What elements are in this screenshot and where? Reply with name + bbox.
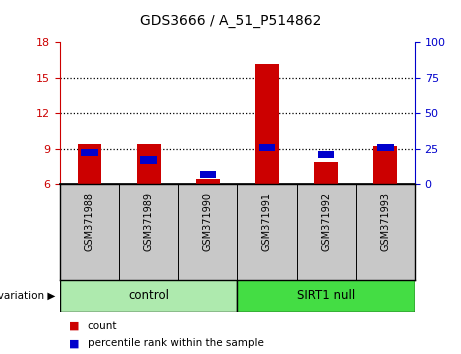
Text: SIRT1 null: SIRT1 null — [297, 289, 355, 302]
Bar — [81, 149, 98, 156]
Text: control: control — [128, 289, 169, 302]
Bar — [137, 144, 160, 184]
Text: GSM371991: GSM371991 — [262, 192, 272, 251]
Bar — [200, 171, 216, 178]
Bar — [237, 280, 415, 312]
Bar — [259, 144, 275, 151]
Text: percentile rank within the sample: percentile rank within the sample — [88, 338, 264, 348]
Bar — [255, 64, 279, 184]
Text: genotype/variation ▶: genotype/variation ▶ — [0, 291, 55, 301]
Bar — [373, 146, 397, 184]
Text: GSM371993: GSM371993 — [380, 192, 390, 251]
Text: GSM371990: GSM371990 — [203, 192, 213, 251]
Text: ■: ■ — [69, 338, 80, 348]
Text: GSM371992: GSM371992 — [321, 192, 331, 251]
Bar — [314, 162, 338, 184]
Text: GSM371988: GSM371988 — [84, 192, 95, 251]
Text: GSM371989: GSM371989 — [144, 192, 154, 251]
Text: count: count — [88, 321, 117, 331]
Text: GDS3666 / A_51_P514862: GDS3666 / A_51_P514862 — [140, 14, 321, 28]
Bar — [196, 179, 219, 184]
Bar — [377, 144, 394, 151]
Bar — [77, 144, 101, 184]
Bar — [141, 156, 157, 164]
Bar — [318, 151, 334, 158]
Bar — [60, 280, 237, 312]
Text: ■: ■ — [69, 321, 80, 331]
